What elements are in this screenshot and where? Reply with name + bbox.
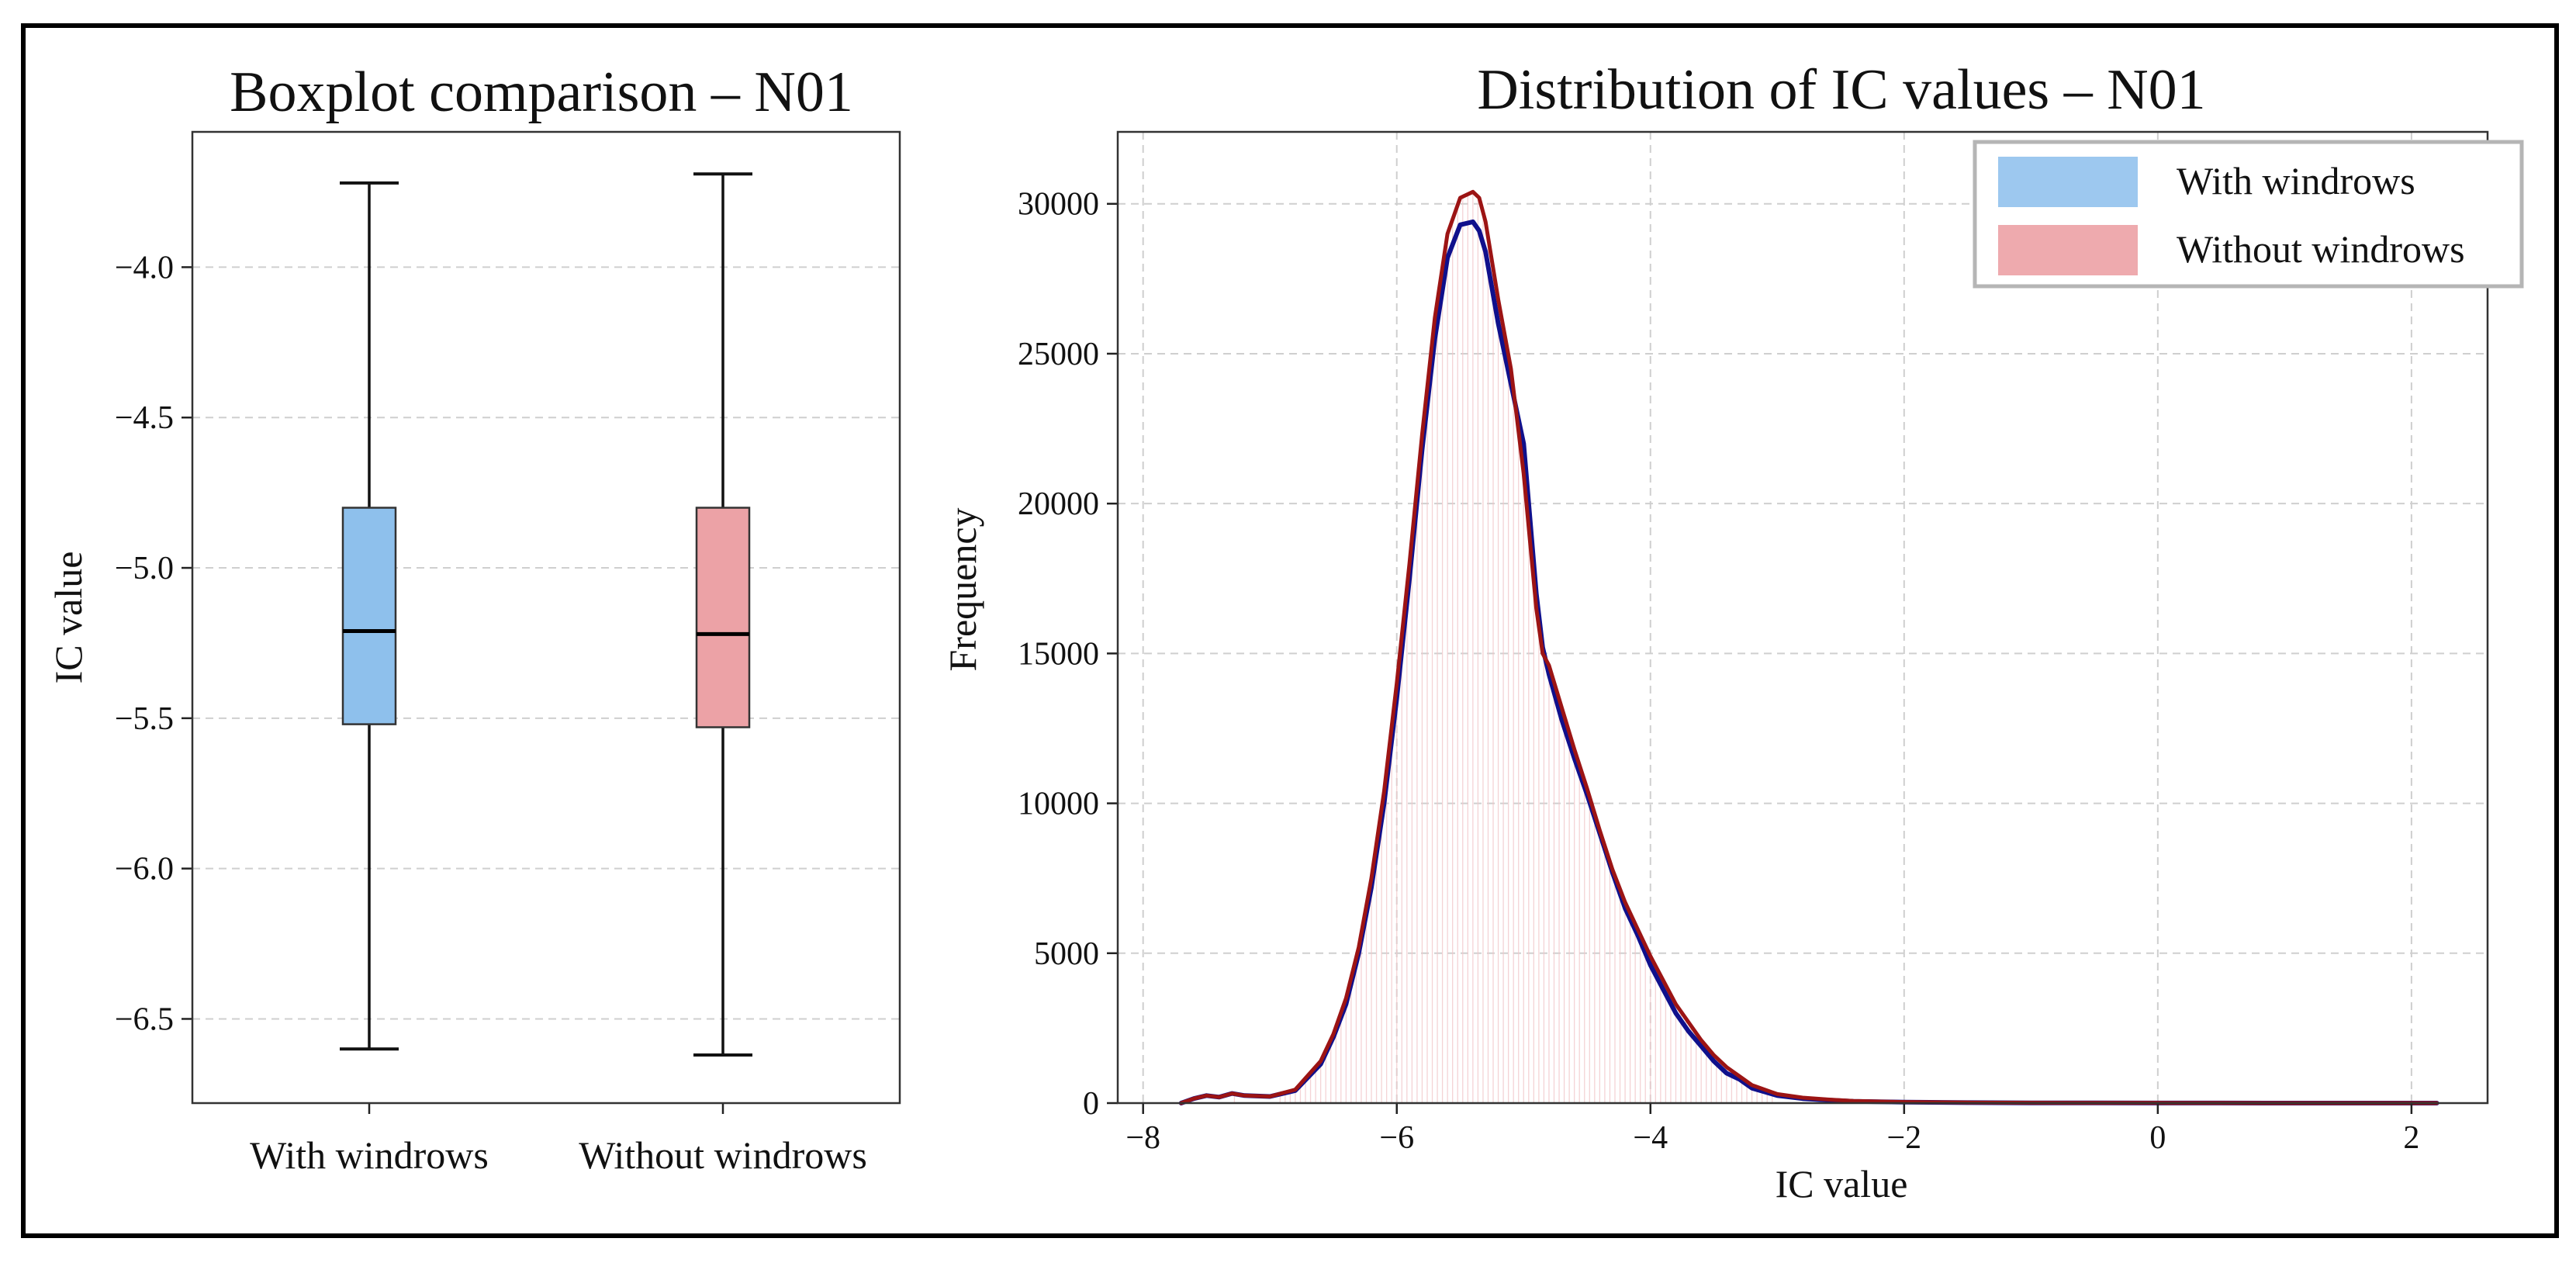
distribution-title: Distribution of IC values – N01 <box>1477 58 2205 122</box>
distribution-ticks: −8 −6 −4 −2 0 2 0 5000 10000 15000 20000 25000 30000 <box>1018 187 2419 1156</box>
boxplot-y-tick-label: −5.0 <box>115 551 174 586</box>
box-iqr-without-windrows <box>695 507 751 728</box>
legend-swatch-without-windrows <box>1998 225 2138 275</box>
distribution-panel: −8 −6 −4 −2 0 2 0 5000 10000 15000 20000 25000 30000… <box>941 58 2524 1205</box>
legend-label-without-windrows: Without windrows <box>2177 227 2465 271</box>
distribution-y-axis-label: Frequency <box>941 507 984 671</box>
distribution-density-lines <box>1178 189 2439 1105</box>
boxplot-category-label-without-windrows: Without windrows <box>579 1133 867 1177</box>
distribution-y-tick-label: 15000 <box>1018 636 1099 672</box>
boxplot-title: Boxplot comparison – N01 <box>230 61 853 124</box>
boxplot-y-axis-label: IC value <box>47 552 90 684</box>
distribution-x-tick-label: 0 <box>2149 1120 2166 1156</box>
distribution-axes-frame <box>1116 130 2489 1105</box>
distribution-x-tick-label: 2 <box>2403 1120 2419 1156</box>
distribution-y-tick-label: 25000 <box>1018 337 1099 372</box>
box-iqr-with-windrows <box>341 507 397 725</box>
distribution-y-tick-label: 5000 <box>1034 936 1099 972</box>
distribution-x-tick-label: −8 <box>1125 1120 1160 1156</box>
boxplot-panel: −4.0 −4.5 −5.0 −5.5 −6.0 −6.5 With windrows Wit… <box>47 61 901 1177</box>
legend-label-with-windrows: With windrows <box>2177 159 2415 202</box>
boxplot-category-label-with-windrows: With windrows <box>250 1133 489 1177</box>
boxplot-boxes <box>340 172 752 1057</box>
boxplot-y-ticks: −4.0 −4.5 −5.0 −5.5 −6.0 −6.5 With windrows Wit… <box>115 250 867 1177</box>
distribution-x-axis-label: IC value <box>1776 1162 1908 1205</box>
distribution-x-tick-label: −4 <box>1633 1120 1668 1156</box>
boxplot-y-tick-label: −4.5 <box>115 400 174 436</box>
distribution-histogram-bars <box>1233 192 1773 1103</box>
boxplot-y-tick-label: −6.0 <box>115 852 174 887</box>
legend-swatch-with-windrows <box>1998 157 2138 207</box>
distribution-y-tick-label: 20000 <box>1018 486 1099 522</box>
boxplot-y-tick-label: −6.5 <box>115 1001 174 1037</box>
distribution-y-tick-label: 30000 <box>1018 187 1099 223</box>
distribution-gridlines <box>1118 132 2488 1104</box>
boxplot-y-tick-label: −4.0 <box>115 250 174 285</box>
density-line-without-windrows <box>1179 189 2439 1105</box>
boxplot-axes-frame <box>191 130 901 1105</box>
distribution-y-tick-label: 0 <box>1083 1086 1099 1122</box>
distribution-x-tick-label: −2 <box>1886 1120 1921 1156</box>
boxplot-y-tick-label: −5.5 <box>115 701 174 737</box>
distribution-x-tick-label: −6 <box>1379 1120 1414 1156</box>
legend: With windrows Without windrows <box>1973 140 2524 289</box>
distribution-y-tick-label: 10000 <box>1018 787 1099 822</box>
